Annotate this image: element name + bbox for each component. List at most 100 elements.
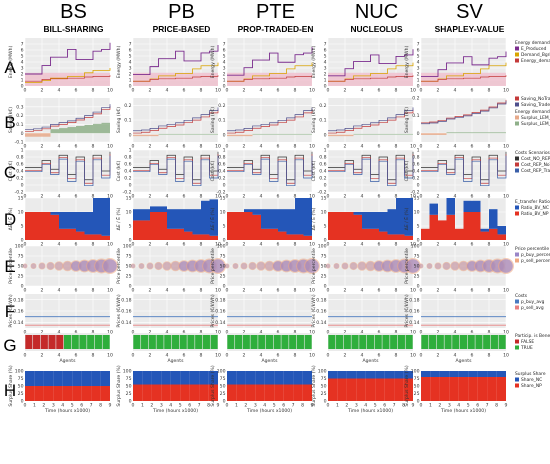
bar-ratio-bv-nc [370, 212, 379, 229]
y-axis-label: Cost (k€) [116, 160, 122, 181]
x-tick-label: 6 [183, 330, 186, 336]
x-axis-label: Agents [168, 358, 185, 364]
point-p-buy-percentile [273, 261, 283, 271]
surplus-bar [286, 133, 295, 135]
x-tick-label: 2 [41, 144, 44, 150]
x-tick-label: 2 [344, 242, 347, 248]
bar-ratio-bv-np [141, 220, 150, 240]
y-tick-label: 15 [126, 196, 132, 202]
y-tick-label: 0.2 [218, 176, 225, 182]
x-tick-label: 0 [327, 242, 330, 248]
surplus-bar [235, 134, 244, 137]
area-share-nc [421, 371, 506, 377]
legend-title: Energy demand and production [515, 109, 550, 115]
x-tick-label: 3 [52, 403, 55, 409]
y-tick-label: 0.4 [16, 169, 23, 175]
y-axis-label: Saving (k€) [210, 107, 216, 133]
x-tick-label: 8 [488, 330, 491, 336]
x-tick-label: 4 [454, 330, 457, 336]
surplus-bar [396, 133, 405, 135]
x-tick-label: 2 [437, 194, 440, 200]
x-tick-label: 6 [277, 242, 280, 248]
y-tick-label: 100 [217, 369, 226, 375]
y-tick-label: -0.2 [123, 190, 132, 196]
x-axis-label: Time (hours x1000) [246, 408, 292, 414]
x-tick-label: 10 [309, 288, 315, 294]
legend-title: Particip. is Beneficial? [515, 333, 550, 339]
x-tick-label: 0 [226, 242, 229, 248]
series-cost-rep-trade [328, 155, 414, 187]
legend-swatch [515, 58, 519, 63]
bar-ratio-bv-np [261, 228, 270, 240]
x-tick-label: 0 [24, 194, 27, 200]
x-tick-label: 6 [378, 330, 381, 336]
point-p-buy-percentile [257, 262, 265, 270]
area-share-np [25, 386, 110, 401]
y-tick-label: 4 [129, 60, 132, 66]
y-axis-label: Price percentile [404, 248, 410, 284]
x-tick-label: 0 [327, 288, 330, 294]
legend-entry: FALSE [521, 339, 534, 345]
column-name-pte: PROP-TRADED-EN [238, 24, 314, 34]
point-p-buy-percentile [467, 261, 477, 271]
y-tick-label: 0 [129, 183, 132, 189]
cell-beneficial [265, 335, 274, 349]
x-tick-label: 1 [141, 403, 144, 409]
bar-ratio-bv-np [396, 234, 405, 240]
x-tick-label: 6 [383, 403, 386, 409]
y-axis-label: ΔE / Ē (%) [209, 207, 216, 230]
bar-ratio-bv-np [370, 228, 379, 240]
legend-entry: Surplus_LEM_Trading < 0 [521, 115, 550, 121]
cell-beneficial [475, 335, 483, 349]
y-tick-label: 0.8 [319, 155, 326, 161]
legend-entry: TRUE [520, 345, 533, 351]
x-tick-label: 6 [75, 288, 78, 294]
surplus-bar [150, 134, 159, 137]
point-p-buy-percentile [265, 261, 274, 271]
bar-ratio-bv-np [455, 228, 464, 240]
panel-g-pte: 0 2 4 6 8 10 Agents [226, 333, 315, 364]
x-tick-label: 2 [149, 144, 152, 150]
cell-beneficial [281, 335, 289, 349]
surplus-bar [328, 134, 337, 137]
y-tick-label: 1 [129, 148, 132, 154]
row-letter-e: E [4, 257, 15, 276]
x-tick-label: 10 [309, 144, 315, 150]
column-abbr-sv: SV [456, 1, 483, 23]
y-tick-label: 0.14 [13, 320, 23, 326]
x-tick-label: 10 [309, 353, 315, 359]
y-tick-label: 0.1 [319, 118, 326, 124]
point-p-sell-percentile [154, 261, 163, 271]
y-tick-label: 0 [324, 84, 327, 90]
x-tick-label: 6 [183, 88, 186, 94]
y-tick-label: 5 [129, 54, 132, 60]
legend-entry: p_sell_percentile [521, 258, 550, 264]
legend-swatch [515, 383, 519, 388]
series-cost-no-rep [133, 151, 219, 181]
y-tick-label: 100 [123, 244, 132, 250]
series-cost-rep-notrade [421, 154, 507, 184]
surplus-bar [295, 133, 304, 135]
surplus-bar [93, 123, 102, 134]
x-tick-label: 4 [454, 242, 457, 248]
legend-swatch [515, 205, 519, 210]
cell-beneficial [79, 335, 87, 349]
x-tick-label: 0 [132, 194, 135, 200]
series-cost-rep-trade [227, 155, 313, 187]
surplus-bar [379, 133, 388, 135]
x-tick-label: 6 [277, 353, 280, 359]
bar-ratio-bv-nc [269, 209, 278, 229]
cell-beneficial [429, 335, 437, 349]
panel-g-sv: 0 2 4 6 8 10 Agents [420, 333, 509, 364]
legend-swatch [515, 156, 519, 161]
y-axis-label: Saving (k€) [404, 107, 410, 133]
x-tick-label: 0 [132, 144, 135, 150]
area-share-nc [328, 371, 413, 379]
